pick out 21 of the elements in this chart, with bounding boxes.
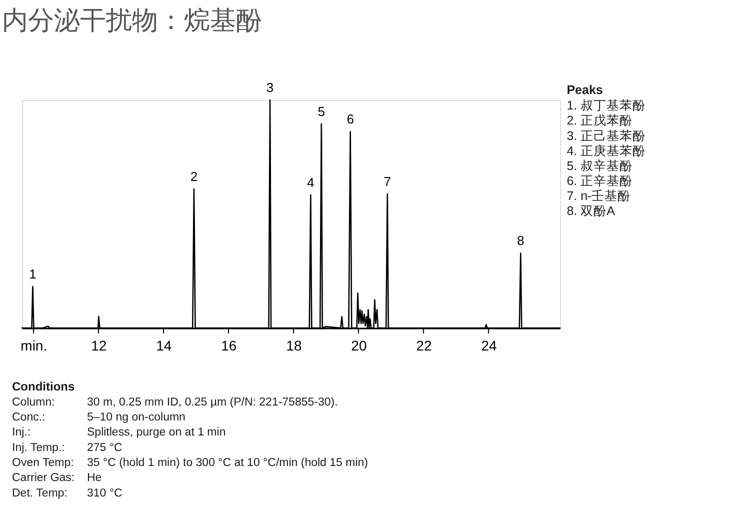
x-tick-label: 12 xyxy=(91,338,107,354)
annotation: 6 xyxy=(346,112,354,127)
annotation: 1 xyxy=(29,266,36,282)
annotation: 2 xyxy=(190,168,198,184)
text: Column: 30 m, 0.25 mm ID, 0.25 µm (P/N: 221-75855-30). Conc.: 5–10 ng on-column Inj.: Splitless, purge on at 1 min Inj. Temp.: 275 °C Oven Temp: 35 °C (hold 1 min) to 300 °C at 10 °C/min (hold 15 min) Carrier Gas: He Det. Temp: 310 °C xyxy=(12,396,368,500)
annotation: 8 xyxy=(517,233,524,248)
annotation: 3 xyxy=(266,80,274,95)
text: Conditions xyxy=(12,380,75,394)
x-tick-label: min. xyxy=(20,338,48,354)
annotation: 7 xyxy=(384,174,391,189)
text: 1. 叔丁基苯酚 2. 正戊苯酚 3. 正己基苯酚 4. 正庚基苯酚 5. 叔辛基酚 6. 正辛基酚 7. n-壬基酚 8. 双酚A xyxy=(566,98,646,218)
text: Peaks xyxy=(566,83,603,97)
annotation: 4 xyxy=(307,174,314,190)
x-tick-label: 18 xyxy=(286,338,302,354)
chart-title: 内分泌干扰物：烷基酚 xyxy=(2,5,262,35)
x-tick-label: 14 xyxy=(156,338,172,354)
x-tick-label: 16 xyxy=(221,338,237,354)
annotation: 5 xyxy=(318,104,326,119)
x-tick-label: 22 xyxy=(416,338,432,354)
x-tick-label: 20 xyxy=(351,338,367,354)
x-tick-label: 24 xyxy=(481,338,497,354)
